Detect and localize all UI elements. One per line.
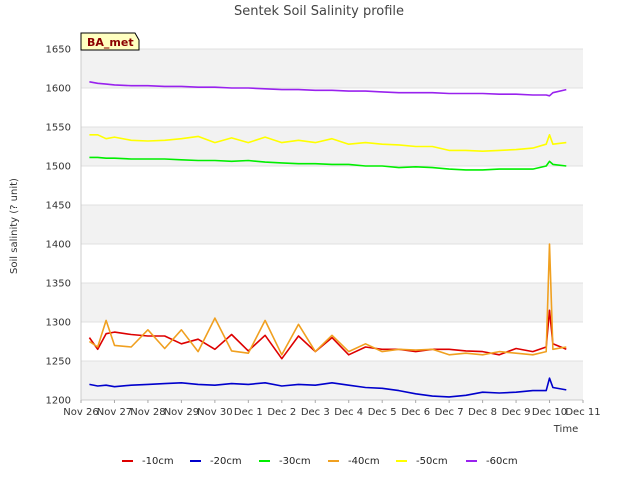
legend: -10cm -20cm -30cm -40cm -50cm -60cm bbox=[122, 456, 518, 467]
legend-label: -20cm bbox=[210, 456, 242, 467]
badge-shape bbox=[80, 32, 140, 51]
x-tick-label: Nov 27 bbox=[97, 407, 132, 418]
y-tick-label: 1450 bbox=[46, 201, 71, 212]
site-badge: BA_met bbox=[80, 32, 140, 51]
legend-label: -50cm bbox=[416, 456, 448, 467]
x-tick-label: Dec 7 bbox=[435, 407, 464, 418]
series-line bbox=[89, 81, 567, 97]
plot-band bbox=[81, 205, 583, 244]
series-line bbox=[89, 134, 567, 152]
series-line bbox=[89, 156, 567, 171]
x-tick-label: Dec 5 bbox=[368, 407, 397, 418]
plot-background bbox=[81, 49, 583, 400]
legend-label: -10cm bbox=[142, 456, 174, 467]
y-tick-label: 1300 bbox=[46, 318, 71, 329]
y-tick-labels: 1200 1250 1300 1350 1400 1450 1500 1550 1600 1650 bbox=[46, 45, 71, 407]
x-tick-label: Dec 8 bbox=[468, 407, 497, 418]
x-tick-label: Dec 4 bbox=[334, 407, 363, 418]
x-axis-label: Time bbox=[553, 424, 578, 435]
y-tick-label: 1500 bbox=[46, 162, 71, 173]
x-tick-label: Nov 28 bbox=[130, 407, 165, 418]
chart-title: Sentek Soil Salinity profile bbox=[234, 4, 404, 19]
series-line bbox=[89, 377, 567, 398]
x-tick-label: Dec 10 bbox=[532, 407, 567, 418]
legend-label: -60cm bbox=[486, 456, 518, 467]
grid-lines bbox=[80, 48, 583, 401]
y-tick-label: 1400 bbox=[46, 240, 71, 251]
y-axis-label: Soil salinity (? unit) bbox=[9, 178, 20, 274]
x-tick-label: Nov 30 bbox=[197, 407, 232, 418]
series-line bbox=[88, 243, 567, 356]
x-tick-label: Dec 6 bbox=[401, 407, 430, 418]
plot-band bbox=[81, 361, 583, 400]
plot-band bbox=[81, 49, 583, 88]
y-tick-label: 1250 bbox=[46, 357, 71, 368]
x-tick-label: Nov 26 bbox=[63, 407, 98, 418]
y-tick-label: 1650 bbox=[46, 45, 71, 56]
plot-band bbox=[81, 283, 583, 322]
x-tick-label: Nov 29 bbox=[164, 407, 199, 418]
y-tick-label: 1350 bbox=[46, 279, 71, 290]
legend-label: -40cm bbox=[348, 456, 380, 467]
x-tick-label: Dec 2 bbox=[267, 407, 296, 418]
x-tick-label: Dec 9 bbox=[502, 407, 531, 418]
x-tick-label: Dec 11 bbox=[565, 407, 600, 418]
y-tick-label: 1200 bbox=[46, 396, 71, 407]
y-tick-label: 1550 bbox=[46, 123, 71, 134]
plot-band bbox=[81, 127, 583, 166]
legend-label: -30cm bbox=[279, 456, 311, 467]
series-lines bbox=[88, 81, 567, 398]
x-tick-label: Dec 1 bbox=[234, 407, 263, 418]
y-tick-label: 1600 bbox=[46, 84, 71, 95]
x-tick-label: Dec 3 bbox=[301, 407, 330, 418]
badge-label: BA_met bbox=[87, 36, 134, 49]
